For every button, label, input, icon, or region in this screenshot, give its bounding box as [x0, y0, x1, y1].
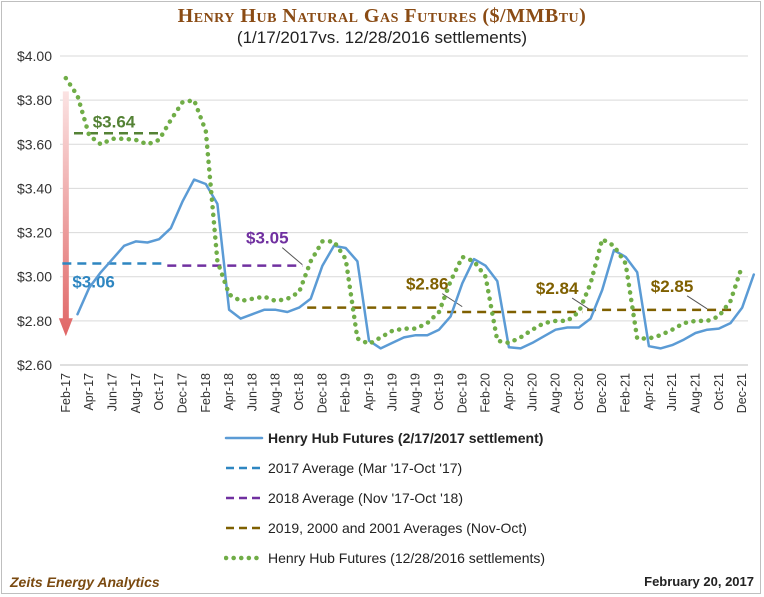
x-tick-label: Oct-17: [152, 373, 166, 411]
average-label: $3.05: [246, 229, 289, 248]
y-tick-label: $3.60: [17, 136, 52, 152]
legend-label: 2018 Average (Nov '17-Oct '18): [268, 490, 463, 506]
x-tick-label: Feb-21: [619, 373, 633, 413]
x-tick-label: Oct-21: [712, 373, 726, 411]
x-tick-label: Dec-18: [315, 373, 329, 413]
average-label: $2.85: [651, 277, 694, 296]
date-label: February 20, 2017: [644, 574, 754, 589]
x-tick-label: Apr-17: [82, 373, 96, 411]
x-tick-label: Apr-19: [362, 373, 376, 411]
x-tick-label: Aug-19: [409, 373, 423, 413]
x-tick-label: Jun-18: [245, 373, 259, 411]
x-tick-label: Apr-21: [642, 373, 656, 411]
label-leader: [686, 295, 708, 310]
label-leader: [441, 293, 463, 308]
legend-label: Henry Hub Futures (2/17/2017 settlement): [268, 430, 544, 446]
x-tick-label: Feb-18: [199, 373, 213, 413]
x-tick-label: Jun-17: [105, 373, 119, 411]
x-tick-label: Oct-18: [292, 373, 306, 411]
series-line-2-17-2017: [76, 178, 756, 350]
x-tick-label: Aug-17: [129, 373, 143, 413]
chart-subtitle: (1/17/2017vs. 12/28/2016 settlements): [236, 28, 528, 47]
source-label: Zeits Energy Analytics: [10, 574, 160, 590]
x-tick-label: Apr-18: [222, 373, 236, 411]
legend-label: 2019, 2000 and 2001 Averages (Nov-Oct): [268, 520, 527, 536]
legend-swatch: [226, 496, 262, 500]
y-tick-label: $4.00: [17, 48, 52, 64]
x-tick-label: Dec-21: [735, 373, 749, 413]
y-tick-label: $3.20: [17, 225, 52, 241]
x-tick-label: Dec-17: [175, 373, 189, 413]
x-tick-label: Jun-20: [525, 373, 539, 411]
x-tick-label: Dec-19: [455, 373, 469, 413]
line-chart: $2.60 $2.80 $3.00 $3.20 $3.40 $3.60 $3.80 $4.00…: [17, 48, 756, 413]
average-label: $2.86: [406, 275, 449, 294]
chart-title: Henry Hub Natural Gas Futures ($/MMBtu): [177, 5, 587, 27]
x-tick-label: Jun-19: [385, 373, 399, 411]
y-tick-label: $3.80: [17, 92, 52, 108]
x-tick-label: Oct-19: [432, 373, 446, 411]
legend-swatch: [226, 466, 262, 470]
x-tick-label: Dec-20: [595, 373, 609, 413]
average-label: $2.84: [536, 279, 579, 298]
y-tick-label: $3.00: [17, 269, 52, 285]
legend-swatch: [226, 526, 262, 530]
legend-swatch: [224, 555, 264, 561]
y-tick-label: $3.40: [17, 180, 52, 196]
x-tick-label: Aug-18: [269, 373, 283, 413]
x-tick-label: Aug-20: [549, 373, 563, 413]
average-label: $3.64: [93, 112, 136, 131]
x-tick-label: Feb-17: [59, 373, 73, 413]
series-line-12-28-2016: [63, 75, 745, 347]
legend-label: 2017 Average (Mar '17-Oct '17): [268, 460, 463, 476]
down-arrow: [58, 91, 73, 337]
x-tick-label: Aug-21: [689, 373, 703, 413]
x-tick-label: Apr-20: [502, 373, 516, 411]
x-tick-label: Jun-21: [665, 373, 679, 411]
y-tick-label: $2.80: [17, 313, 52, 329]
legend-label: Henry Hub Futures (12/28/2016 settlement…: [268, 550, 546, 566]
x-tick-label: Feb-19: [339, 373, 353, 413]
x-tick-label: Oct-20: [572, 373, 586, 411]
legend-swatch: [224, 436, 264, 440]
x-tick-label: Feb-20: [479, 373, 493, 413]
y-tick-label: $2.60: [17, 357, 52, 373]
label-leader: [281, 247, 303, 266]
